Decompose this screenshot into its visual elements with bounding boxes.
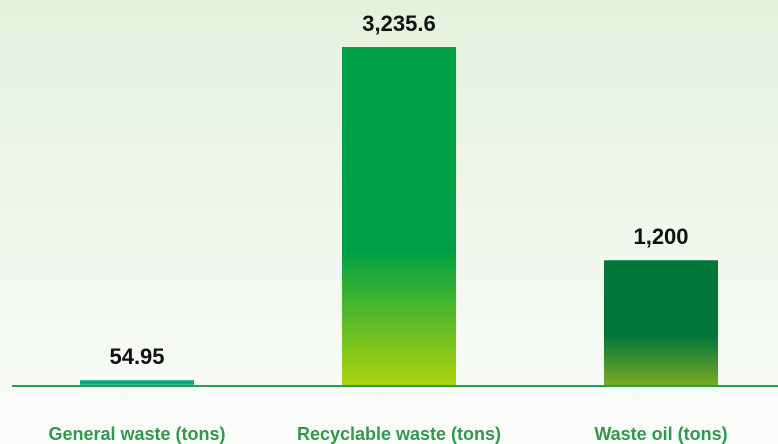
bar <box>342 47 456 386</box>
x-tick-label: General waste (tons) <box>48 424 225 444</box>
value-label: 1,200 <box>633 224 688 249</box>
x-tick-label: Waste oil (tons) <box>594 424 727 444</box>
bar <box>604 260 718 386</box>
bar <box>80 380 194 386</box>
value-label: 3,235.6 <box>362 11 435 36</box>
value-label: 54.95 <box>109 344 164 369</box>
x-tick-label: Recyclable waste (tons) <box>297 424 501 444</box>
